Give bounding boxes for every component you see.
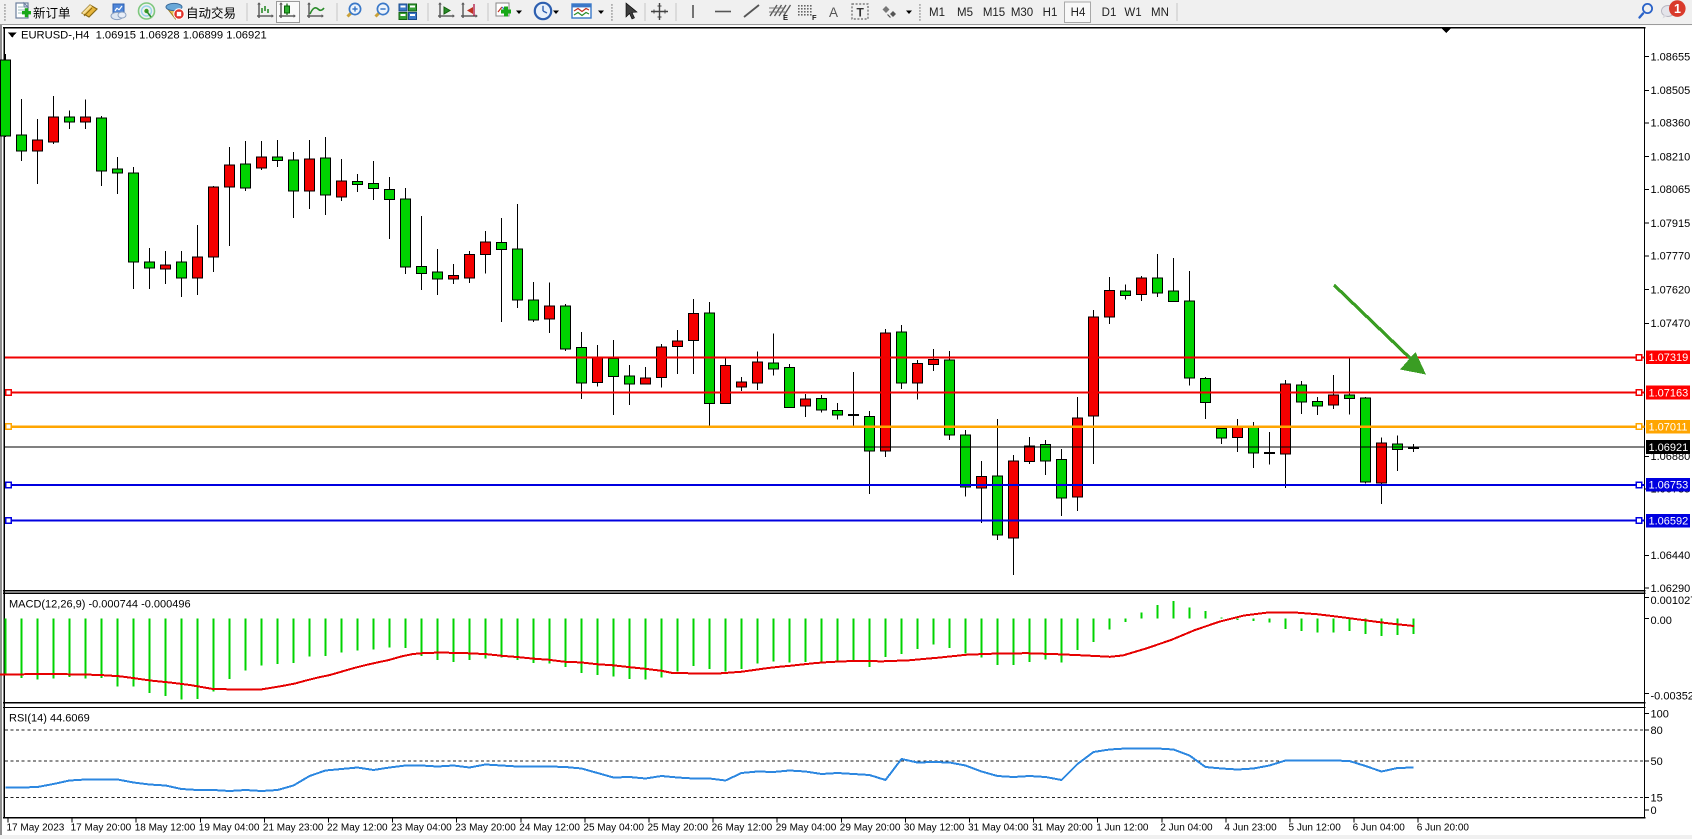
svg-text:1.07770: 1.07770 — [1651, 251, 1691, 263]
svg-text:1.08655: 1.08655 — [1651, 51, 1691, 63]
svg-text:18 May 12:00: 18 May 12:00 — [135, 823, 196, 834]
svg-text:1.06290: 1.06290 — [1651, 583, 1691, 595]
svg-text:30 May 12:00: 30 May 12:00 — [904, 823, 965, 834]
svg-text:100: 100 — [1651, 708, 1669, 720]
svg-text:1.07915: 1.07915 — [1651, 218, 1691, 230]
svg-text:80: 80 — [1651, 725, 1663, 737]
svg-text:24 May 12:00: 24 May 12:00 — [519, 823, 580, 834]
svg-text:1.07163: 1.07163 — [1649, 387, 1689, 399]
svg-text:M1: M1 — [929, 7, 945, 19]
svg-text:6 Jun 04:00: 6 Jun 04:00 — [1353, 823, 1406, 834]
svg-text:新订单: 新订单 — [33, 6, 71, 21]
svg-text:F: F — [812, 13, 817, 22]
svg-text:EURUSD-,H4 1.06915 1.06928 1.: EURUSD-,H4 1.06915 1.06928 1.06899 1.069… — [21, 30, 267, 42]
svg-text:1.06921: 1.06921 — [1649, 442, 1689, 454]
svg-text:31 May 20:00: 31 May 20:00 — [1032, 823, 1093, 834]
svg-text:自动交易: 自动交易 — [186, 6, 236, 21]
svg-text:0.00: 0.00 — [1651, 615, 1672, 627]
svg-text:26 May 12:00: 26 May 12:00 — [712, 823, 773, 834]
svg-text:31 May 04:00: 31 May 04:00 — [968, 823, 1029, 834]
svg-text:1.08065: 1.08065 — [1651, 184, 1691, 196]
svg-text:23 May 20:00: 23 May 20:00 — [455, 823, 516, 834]
svg-text:5 Jun 12:00: 5 Jun 12:00 — [1289, 823, 1342, 834]
svg-text:RSI(14) 44.6069: RSI(14) 44.6069 — [9, 713, 90, 725]
svg-text:T: T — [857, 6, 865, 20]
svg-text:D1: D1 — [1102, 7, 1117, 19]
svg-text:17 May 2023: 17 May 2023 — [7, 823, 65, 834]
svg-text:H1: H1 — [1043, 7, 1058, 19]
svg-text:4 Jun 23:00: 4 Jun 23:00 — [1224, 823, 1277, 834]
svg-text:0: 0 — [1651, 805, 1657, 817]
svg-text:23 May 04:00: 23 May 04:00 — [391, 823, 452, 834]
svg-text:MACD(12,26,9) -0.000744 -0.000: MACD(12,26,9) -0.000744 -0.000496 — [9, 599, 191, 611]
svg-text:29 May 04:00: 29 May 04:00 — [776, 823, 837, 834]
svg-text:1.06440: 1.06440 — [1651, 550, 1691, 562]
svg-text:15: 15 — [1651, 792, 1663, 804]
svg-text:M30: M30 — [1011, 7, 1033, 19]
svg-text:2 Jun 04:00: 2 Jun 04:00 — [1160, 823, 1213, 834]
svg-text:M5: M5 — [957, 7, 973, 19]
svg-text:21 May 23:00: 21 May 23:00 — [263, 823, 324, 834]
svg-text:17 May 20:00: 17 May 20:00 — [71, 823, 132, 834]
svg-text:1.08505: 1.08505 — [1651, 85, 1691, 97]
svg-text:1.08360: 1.08360 — [1651, 118, 1691, 130]
svg-text:1.07011: 1.07011 — [1649, 421, 1688, 433]
svg-text:22 May 12:00: 22 May 12:00 — [327, 823, 388, 834]
svg-text:1: 1 — [1674, 2, 1681, 16]
svg-text:H4: H4 — [1071, 7, 1086, 19]
svg-text:-0.00352: -0.00352 — [1651, 690, 1692, 702]
svg-text:6 Jun 20:00: 6 Jun 20:00 — [1417, 823, 1470, 834]
svg-text:W1: W1 — [1124, 7, 1141, 19]
svg-text:1.06592: 1.06592 — [1649, 515, 1689, 527]
svg-text:1.08210: 1.08210 — [1651, 152, 1691, 164]
svg-text:25 May 20:00: 25 May 20:00 — [648, 823, 709, 834]
svg-text:1.06753: 1.06753 — [1649, 480, 1689, 492]
svg-text:50: 50 — [1651, 756, 1663, 768]
svg-text:25 May 04:00: 25 May 04:00 — [583, 823, 644, 834]
svg-text:1.06880: 1.06880 — [1651, 451, 1691, 463]
svg-text:19 May 04:00: 19 May 04:00 — [199, 823, 260, 834]
svg-text:1 Jun 12:00: 1 Jun 12:00 — [1096, 823, 1149, 834]
svg-text:A: A — [829, 5, 838, 20]
svg-text:1.07470: 1.07470 — [1651, 318, 1691, 330]
svg-text:29 May 20:00: 29 May 20:00 — [840, 823, 901, 834]
svg-text:1.07319: 1.07319 — [1649, 352, 1689, 364]
svg-text:MN: MN — [1151, 7, 1169, 19]
svg-text:M15: M15 — [983, 7, 1005, 19]
svg-text:1.07620: 1.07620 — [1651, 284, 1691, 296]
svg-text:0.001027: 0.001027 — [1651, 595, 1692, 607]
svg-text:E: E — [783, 13, 788, 22]
